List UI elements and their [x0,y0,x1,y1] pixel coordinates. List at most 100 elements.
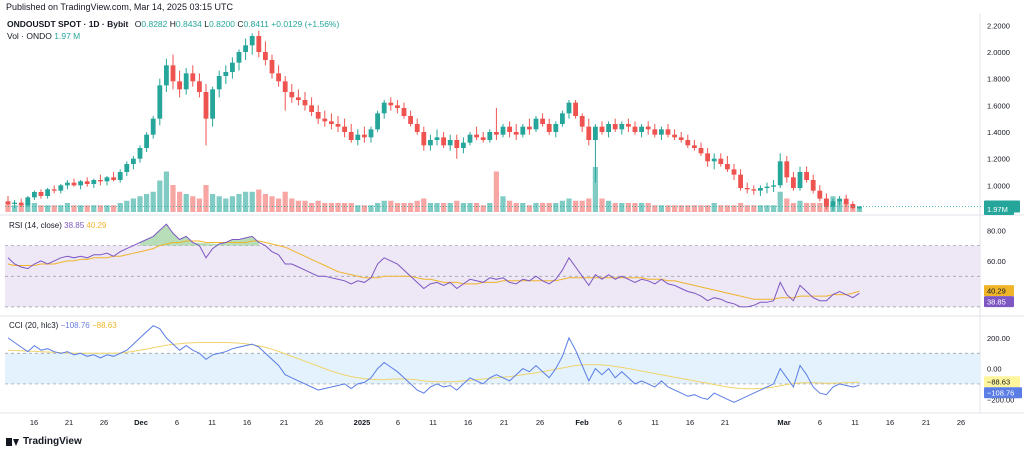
volume-bar [249,191,255,212]
volume-bar [738,203,744,212]
cci-legend: CCI (20, hlc3) −108.76 −88.63 [9,321,117,330]
candle-body [599,126,605,132]
volume-label[interactable]: Vol · ONDO [7,31,52,41]
candle-body [322,118,328,122]
candle-body [593,126,598,140]
price-tick-label: 1.2000 [987,155,1010,164]
published-caption: Published on TradingView.com, Mar 14, 20… [6,2,233,12]
candle-body [282,81,288,92]
candle-body [216,76,222,90]
price-tick-label: 1.6000 [987,101,1010,110]
volume-bar [388,200,394,212]
volume-bar [599,198,605,212]
volume-bar [632,203,638,212]
candle-body [857,206,862,209]
volume-bar [474,203,480,212]
candle-body [566,102,572,114]
volume-bar [414,200,420,212]
candle-body [527,126,532,130]
candle-body [639,126,644,132]
volume-bar [51,205,57,212]
candle-body [553,124,559,132]
volume-bar [111,205,117,212]
volume-bar [804,203,810,212]
volume-bar [744,205,750,212]
candle-body [441,137,446,146]
volume-bar [731,205,737,212]
volume-bar [150,191,156,212]
time-axis-label: 26 [100,418,108,427]
volume-bar [236,194,242,212]
volume-bar [91,205,97,212]
volume-bar [295,200,301,212]
candle-body [190,73,196,82]
candle-body [573,102,578,116]
candle-body [38,192,44,196]
time-axis-label: 11 [851,418,859,427]
candle-body [98,180,103,182]
candle-body [315,112,321,119]
candle-body [454,140,460,148]
candle-body [698,148,704,154]
volume-bar [685,205,691,212]
volume-bar [493,171,499,212]
candle-body [520,126,526,135]
volume-bar [163,171,169,212]
candle-body [461,142,466,148]
candle-body [395,105,400,108]
candle-body [665,129,671,135]
cci-label[interactable]: CCI (20, hlc3) [9,321,59,330]
rsi-tag-label: 38.85 [987,298,1006,307]
candle-body [375,113,380,130]
candle-body [758,188,763,191]
candle-body [513,132,519,135]
candle-body [355,134,361,140]
volume-bar [117,203,123,212]
time-axis-label: 2025 [354,418,371,427]
rsi-ma-tag-label: 40.29 [987,287,1006,296]
rsi-label[interactable]: RSI (14, close) [9,221,62,230]
volume-bar [256,189,262,212]
time-axis-label: 11 [429,418,437,427]
volume-bar [711,203,717,212]
volume-bar [579,200,585,212]
close-value: 0.8411 [243,19,269,29]
volume-bar [335,203,341,212]
volume-tag [984,204,1014,215]
rsi-line [7,223,860,308]
candle-body [771,185,776,187]
volume-bar [25,203,31,212]
volume-bar [487,203,493,212]
volume-bar [665,205,671,212]
volume-bar [170,185,176,212]
candle-body [117,172,123,180]
time-axis-label: 6 [175,418,179,427]
volume-bar [124,200,130,212]
candle-body [104,177,110,182]
candle-body [744,188,750,190]
candle-body [830,201,836,207]
volume-legend: Vol · ONDO 1.97 M [7,31,80,41]
volume-bar [480,205,486,212]
candle-body [784,161,790,178]
candle-body [401,108,407,116]
candle-body [507,126,512,132]
volume-bar [553,203,559,212]
symbol-label[interactable]: ONDOUSDT SPOT · 1D · Bybit [7,19,129,29]
time-axis-label: Mar [777,418,790,427]
volume-bar [144,194,150,212]
volume-bar [309,203,315,212]
volume-bar [672,205,678,212]
candle-body [157,85,163,119]
candle-body [619,124,625,130]
volume-bar [84,205,90,212]
candle-body [25,197,31,206]
volume-bar [757,205,763,212]
candle-body [342,126,347,132]
footer-brand-text: TradingView [23,436,82,447]
volume-bar [652,205,658,212]
volume-bar [58,205,64,212]
candle-body [738,174,743,188]
rsi-legend: RSI (14, close) 38.85 40.29 [9,221,106,230]
